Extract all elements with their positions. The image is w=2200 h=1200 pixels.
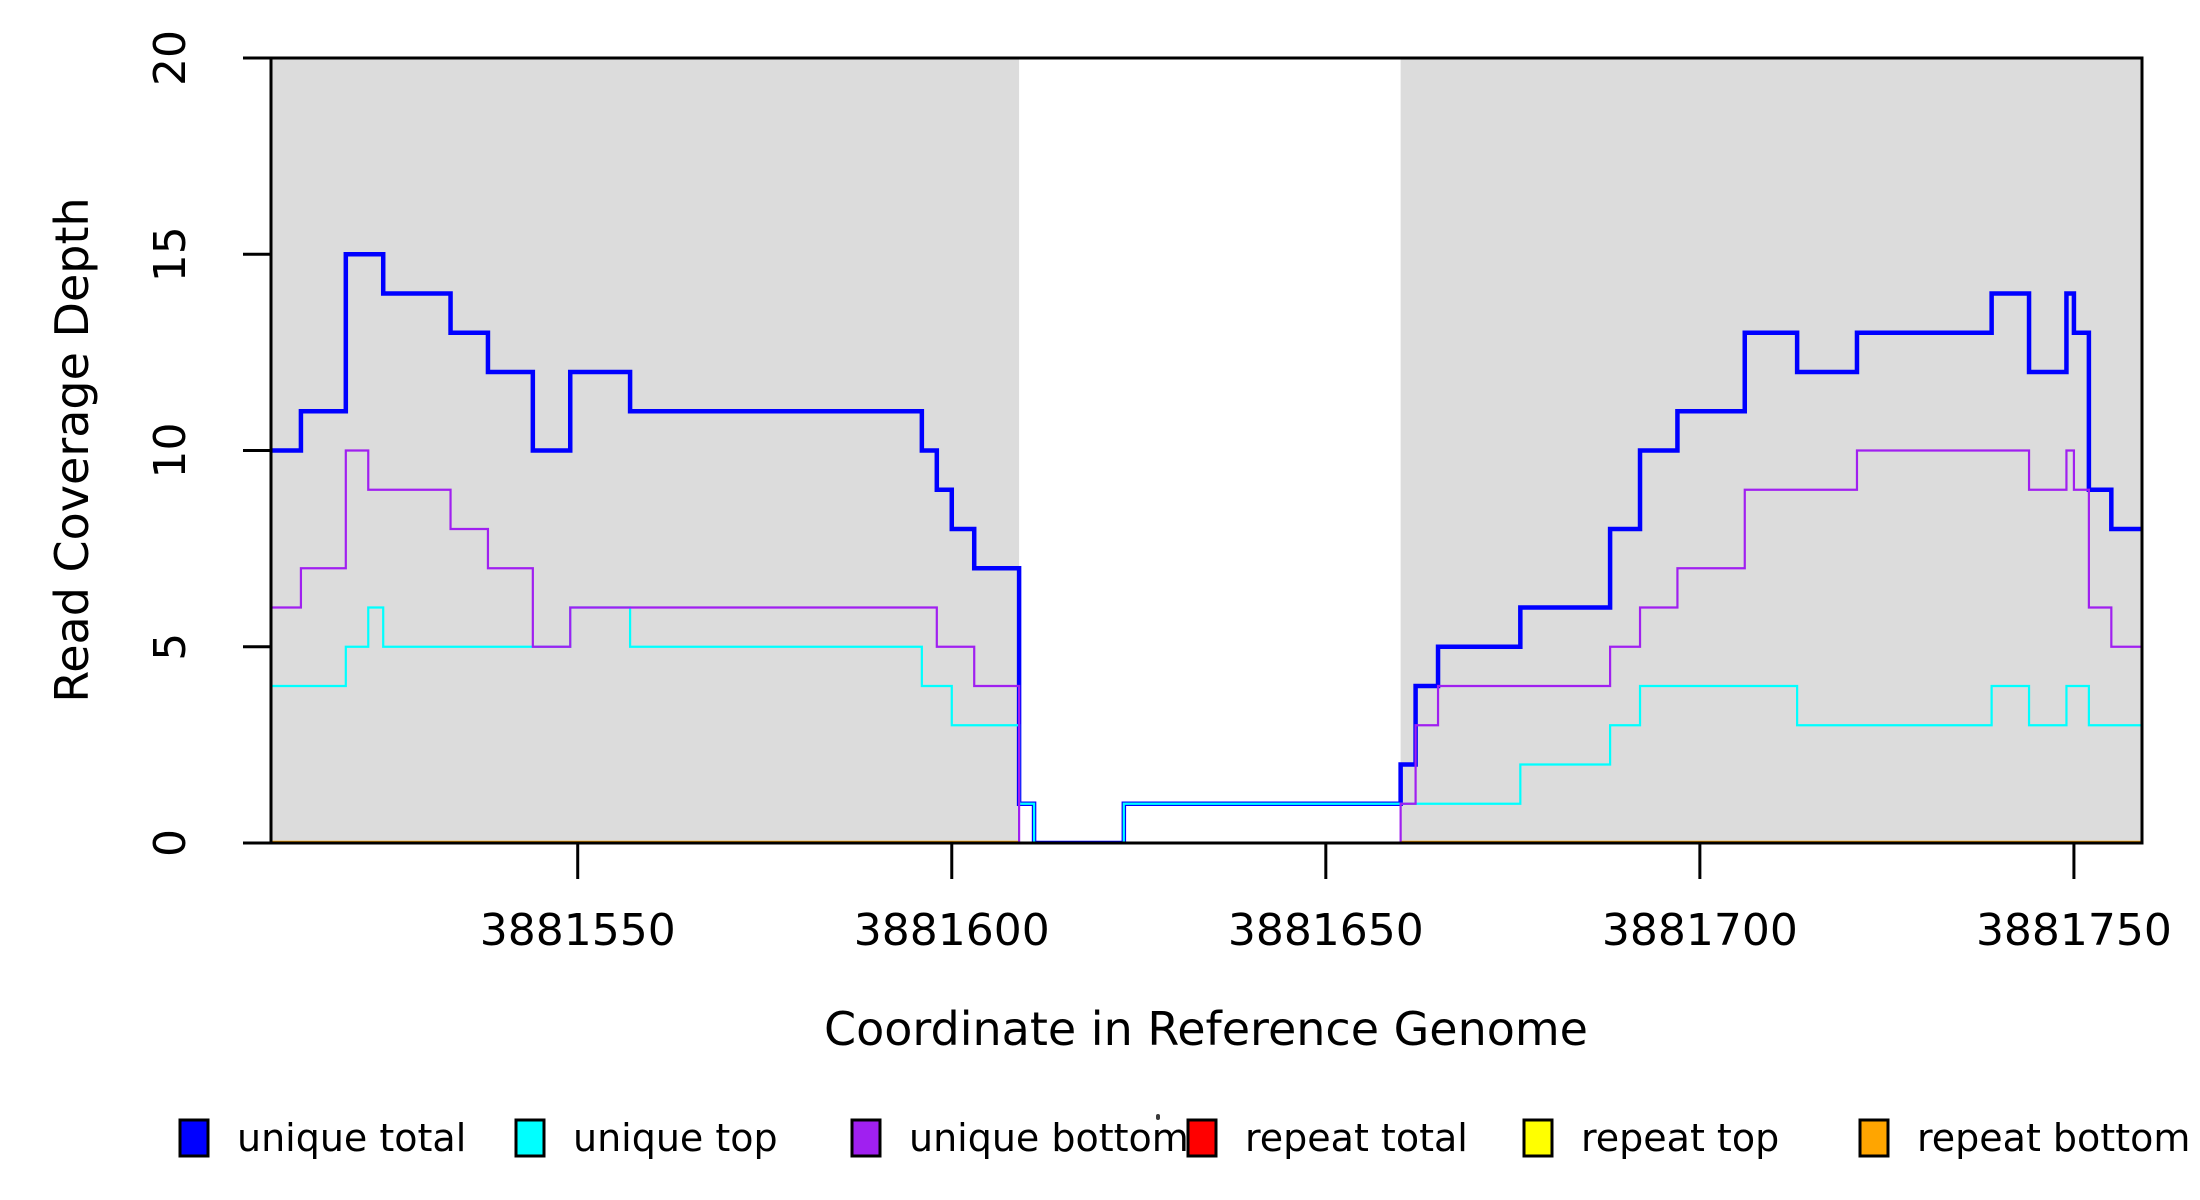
y-axis-title: Read Coverage Depth: [45, 197, 99, 702]
legend-item-unique-bottom: unique bottom: [850, 1116, 1189, 1160]
y-tick-label: 5: [145, 633, 196, 661]
legend-swatch-unique-top: [514, 1118, 546, 1158]
legend-label-unique-top: unique top: [573, 1116, 778, 1160]
unique-top-line: [271, 606, 2142, 843]
unique-bottom-line: [271, 449, 2142, 843]
x-axis-ticks: 3881550 3881600 3881650 3881700 3881750: [480, 843, 2172, 956]
legend-label-repeat-bottom: repeat bottom: [1917, 1116, 2190, 1160]
coverage-series: [271, 252, 2142, 843]
unique-total-line: [271, 252, 2142, 843]
x-tick-label: 3881750: [1976, 905, 2172, 956]
x-tick-label: 3881700: [1602, 905, 1798, 956]
legend-swatch-unique-bottom: [850, 1118, 882, 1158]
legend-label-repeat-top: repeat top: [1581, 1116, 1779, 1160]
legend-item-unique-total: unique total: [178, 1116, 466, 1160]
shaded-region: [271, 58, 1020, 843]
legend-swatch-repeat-bottom: [1858, 1118, 1890, 1158]
y-tick-label: 20: [145, 30, 196, 86]
y-tick-label: 0: [145, 829, 196, 857]
x-axis-title: Coordinate in Reference Genome: [824, 1002, 1588, 1056]
legend-label-unique-bottom: unique bottom: [909, 1116, 1189, 1160]
x-tick-label: 3881600: [854, 905, 1050, 956]
legend-swatch-repeat-top: [1522, 1118, 1554, 1158]
legend-swatch-unique-total: [178, 1118, 210, 1158]
speck-artifact: [1156, 1114, 1160, 1120]
legend-item-repeat-top: repeat top: [1522, 1116, 1779, 1160]
legend-item-repeat-bottom: repeat bottom: [1858, 1116, 2190, 1160]
legend-label-repeat-total: repeat total: [1245, 1116, 1468, 1160]
y-tick-label: 15: [145, 226, 196, 282]
y-tick-label: 10: [145, 423, 196, 479]
legend-swatch-repeat-total: [1186, 1118, 1218, 1158]
legend: unique total unique top unique bottom repea…: [178, 1116, 2190, 1160]
x-tick-label: 3881550: [480, 905, 676, 956]
y-axis-ticks: 0 5 10 15 20: [145, 30, 271, 857]
legend-label-unique-total: unique total: [237, 1116, 466, 1160]
legend-item-repeat-total: repeat total: [1186, 1116, 1468, 1160]
x-tick-label: 3881650: [1228, 905, 1424, 956]
legend-item-unique-top: unique top: [514, 1116, 778, 1160]
